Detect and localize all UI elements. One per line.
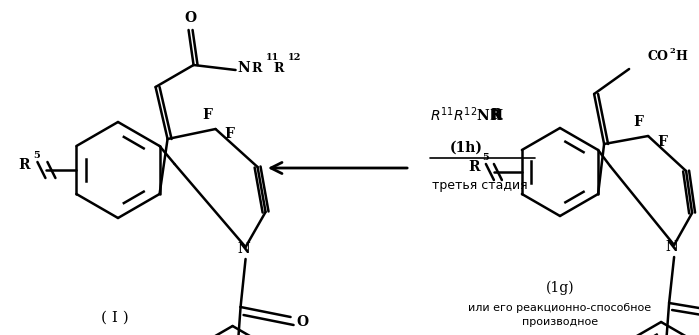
Text: производное: производное — [522, 317, 598, 327]
Text: O: O — [185, 11, 196, 25]
Text: N: N — [237, 242, 250, 256]
Text: N: N — [238, 61, 250, 75]
Text: R: R — [490, 108, 500, 122]
Text: 5: 5 — [482, 153, 489, 162]
Text: или его реакционно-способное: или его реакционно-способное — [468, 303, 651, 313]
Text: R: R — [252, 62, 262, 74]
Text: 5: 5 — [33, 151, 40, 160]
Text: F: F — [633, 115, 643, 129]
Text: 12: 12 — [287, 54, 301, 63]
Text: ( I ): ( I ) — [101, 311, 129, 325]
Text: R: R — [468, 160, 480, 174]
Text: F: F — [224, 127, 234, 141]
Text: (1g): (1g) — [546, 281, 575, 295]
Text: R: R — [19, 158, 30, 172]
Text: (1h): (1h) — [450, 141, 483, 155]
Text: CO: CO — [647, 51, 668, 64]
Text: третья стадия: третья стадия — [432, 179, 528, 192]
Text: 2: 2 — [669, 47, 675, 55]
Text: H: H — [675, 51, 687, 64]
Text: $R^{11}R^{12}$NH: $R^{11}R^{12}$NH — [430, 106, 504, 124]
Text: N: N — [665, 240, 679, 254]
Text: R: R — [490, 108, 501, 122]
Text: R: R — [273, 62, 284, 74]
Text: 11: 11 — [266, 54, 279, 63]
Text: F: F — [203, 108, 212, 122]
Text: O: O — [296, 315, 309, 329]
Text: F: F — [657, 135, 667, 149]
